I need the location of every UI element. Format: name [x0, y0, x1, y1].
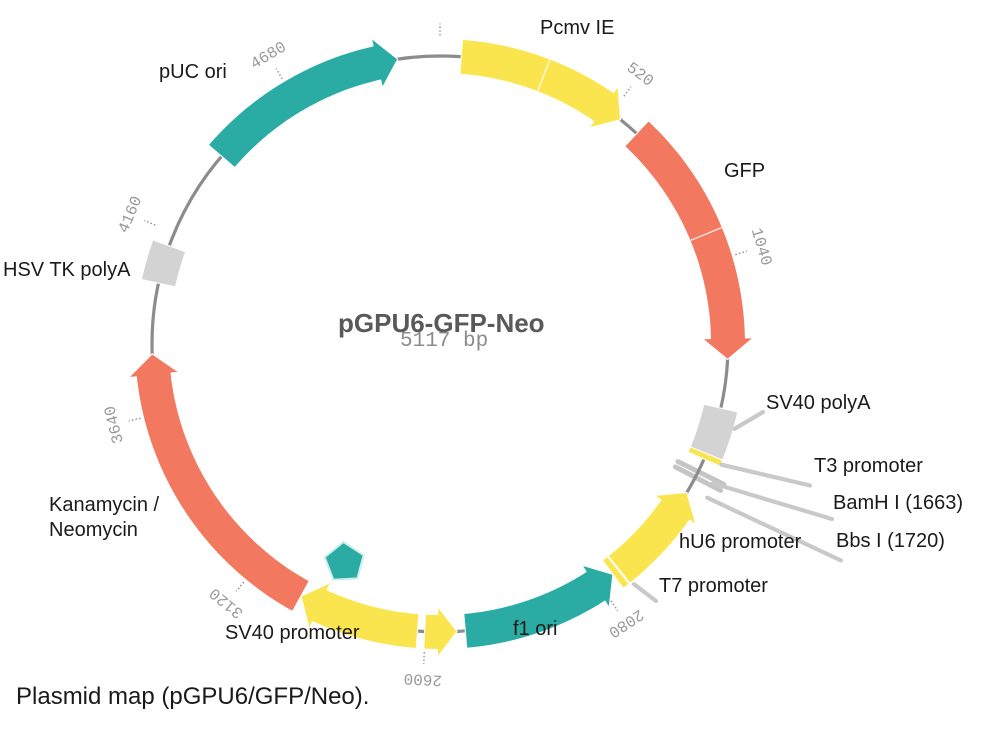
svg-text:4160: 4160	[115, 194, 146, 236]
svg-text:3120: 3120	[206, 584, 247, 622]
svg-text:4680: 4680	[247, 38, 289, 73]
svg-text:1040: 1040	[747, 226, 775, 268]
svg-text:2600: 2600	[403, 669, 442, 689]
svg-text:3640: 3640	[101, 404, 128, 446]
svg-text:520: 520	[623, 59, 657, 91]
svg-text:2080: 2080	[605, 605, 647, 641]
